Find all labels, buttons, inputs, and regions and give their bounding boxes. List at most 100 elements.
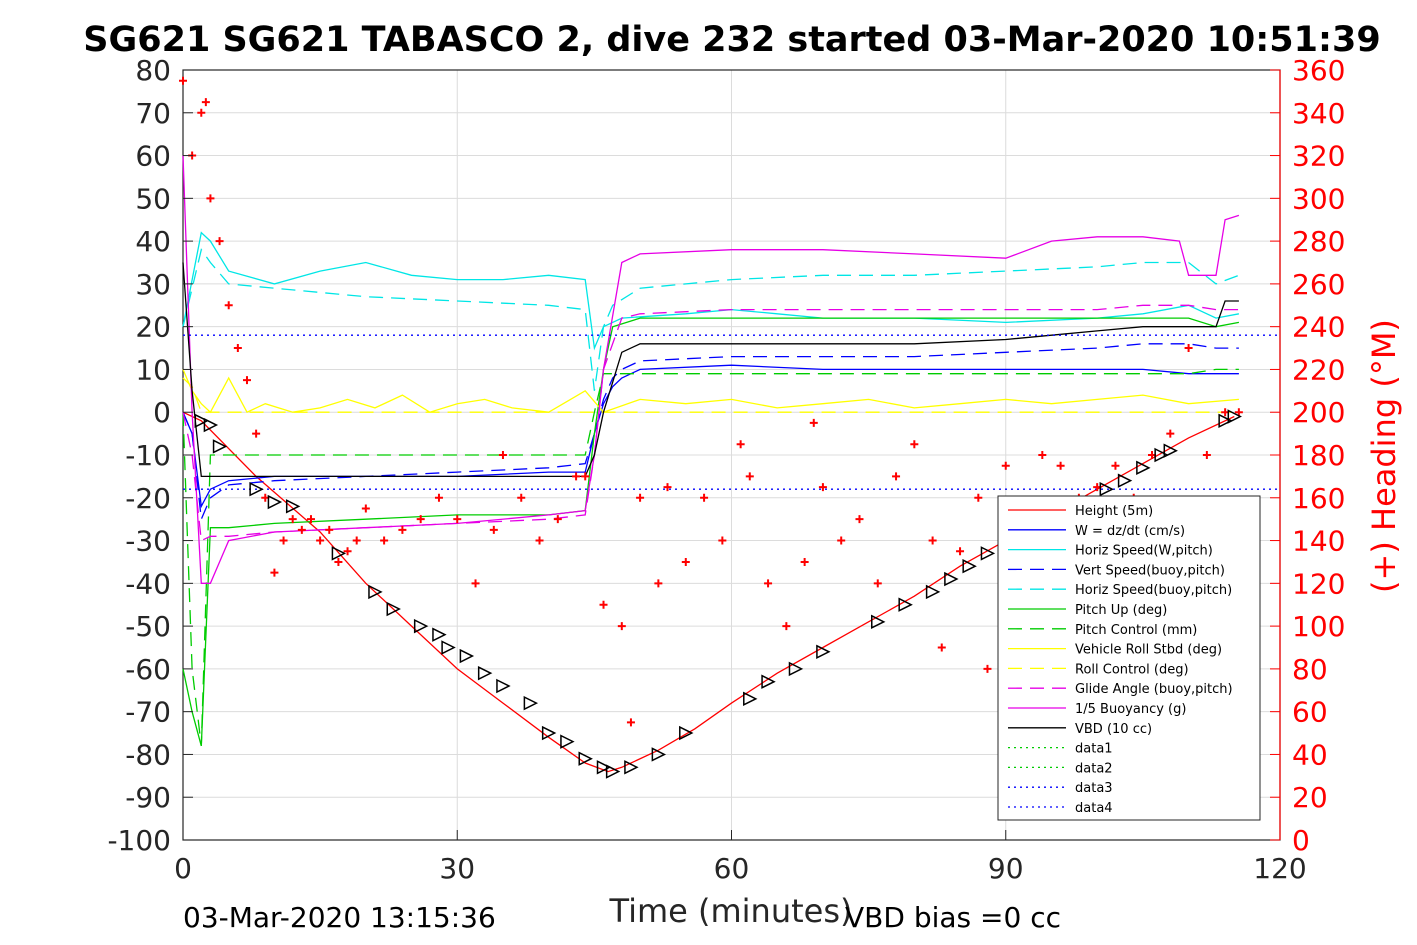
y2-tick-label: 140	[1292, 525, 1345, 558]
heading-point	[855, 515, 864, 524]
heading-point	[498, 451, 507, 459]
heading-point	[535, 536, 544, 545]
depth-marker	[194, 413, 209, 428]
depth-marker	[962, 559, 977, 574]
depth-marker	[605, 764, 621, 779]
series-line	[182, 368, 1239, 746]
heading-point	[179, 76, 187, 85]
depth-marker	[386, 601, 401, 617]
legend-entry: VBD (10 cc)	[1075, 722, 1152, 737]
depth-marker	[496, 678, 511, 694]
legend-entry: Glide Angle (buoy,pitch)	[1075, 682, 1233, 697]
legend-entry: data1	[1075, 742, 1113, 757]
series-line	[182, 155, 1240, 584]
heading-point	[252, 429, 261, 438]
y-tick-label: -30	[125, 525, 171, 558]
y2-tick-label: 240	[1292, 311, 1345, 344]
y2-tick-label: 160	[1292, 482, 1345, 515]
depth-marker	[788, 661, 804, 677]
y2-tick-label: 260	[1292, 268, 1345, 301]
y-tick-label: -20	[125, 482, 171, 515]
y2-tick-label: 220	[1292, 353, 1345, 386]
y2-tick-label: 80	[1292, 653, 1328, 686]
x-axis-label: Time (minutes)	[609, 892, 853, 930]
x-tick-label: 60	[714, 852, 750, 885]
y2-tick-label: 180	[1292, 439, 1345, 472]
y2-tick-label: 300	[1292, 182, 1345, 215]
depth-marker	[560, 734, 575, 749]
heading-point	[201, 98, 210, 107]
heading-point	[910, 440, 919, 449]
y-tick-label: -90	[125, 781, 171, 814]
depth-marker	[651, 747, 667, 762]
legend-entry: data4	[1075, 801, 1113, 816]
y2-tick-label: 40	[1292, 738, 1328, 771]
depth-marker	[541, 725, 557, 741]
heading-point	[197, 108, 206, 117]
depth-marker	[441, 640, 456, 655]
heading-point	[700, 493, 709, 502]
heading-point	[654, 579, 663, 588]
depth-marker	[761, 674, 776, 689]
heading-point	[361, 504, 370, 513]
heading-point	[553, 515, 562, 524]
y2-axis-label: (+) Heading (°M)	[1365, 319, 1403, 593]
depth-marker	[925, 584, 941, 600]
y-tick-label: 30	[135, 268, 171, 301]
heading-point	[928, 536, 937, 545]
y-tick-label: -10	[125, 439, 171, 472]
legend-entry: Pitch Control (mm)	[1075, 623, 1197, 638]
depth-marker	[871, 614, 886, 630]
depth-marker	[459, 648, 475, 664]
y2-tick-label: 0	[1292, 824, 1310, 857]
footer-timestamp: 03-Mar-2020 13:15:36	[183, 901, 496, 934]
heading-point	[745, 472, 754, 481]
y-tick-label: 60	[135, 140, 171, 173]
y2-tick-label: 200	[1292, 396, 1345, 429]
heading-point	[325, 525, 334, 534]
heading-point	[681, 557, 690, 566]
heading-point	[279, 536, 288, 545]
legend-entry: Horiz Speed(W,pitch)	[1075, 544, 1213, 559]
heading-point	[1001, 461, 1010, 470]
heading-point	[599, 600, 608, 609]
footer-vbd-bias: VBD bias =0 cc	[845, 901, 1061, 934]
heading-point	[434, 493, 443, 502]
heading-point	[983, 664, 992, 673]
depth-marker	[1163, 443, 1178, 458]
heading-point	[1056, 461, 1065, 470]
depth-marker	[743, 691, 758, 707]
depth-marker	[413, 618, 429, 634]
depth-marker	[624, 760, 639, 775]
depth-marker	[578, 751, 593, 766]
heading-point	[937, 643, 946, 652]
heading-point	[343, 547, 352, 556]
legend-entry: Vehicle Roll Stbd (deg)	[1075, 643, 1222, 658]
heading-point	[892, 472, 901, 481]
heading-point	[334, 557, 343, 566]
y-axis-left: -100-90-80-70-60-50-40-30-20-10010203040…	[107, 54, 193, 857]
depth-marker	[1136, 460, 1151, 476]
depth-marker	[267, 494, 283, 510]
series-line	[182, 248, 1240, 391]
heading-point	[617, 622, 626, 631]
y-tick-label: 20	[135, 311, 171, 344]
y-tick-label: -80	[125, 738, 171, 771]
depth-marker	[523, 695, 539, 711]
y-tick-label: 10	[135, 353, 171, 386]
heading-point	[873, 579, 882, 588]
marker-layer	[194, 409, 1242, 779]
heading-point	[663, 483, 672, 492]
y2-tick-label: 120	[1292, 567, 1345, 600]
heading-point	[1184, 344, 1193, 353]
y-axis-right: 0 20 40 60 80 100 120 140 160 180 200 220 240 260 280 3…	[1270, 54, 1345, 857]
y-tick-label: 70	[135, 97, 171, 130]
heading-point	[306, 515, 315, 524]
depth-marker	[368, 584, 383, 600]
legend-entry: 1/5 Buoyancy (g)	[1075, 702, 1186, 717]
depth-marker	[679, 725, 694, 741]
depth-marker	[596, 760, 612, 775]
depth-marker	[203, 417, 219, 433]
series-line	[182, 343, 1239, 522]
heading-point	[517, 493, 526, 502]
